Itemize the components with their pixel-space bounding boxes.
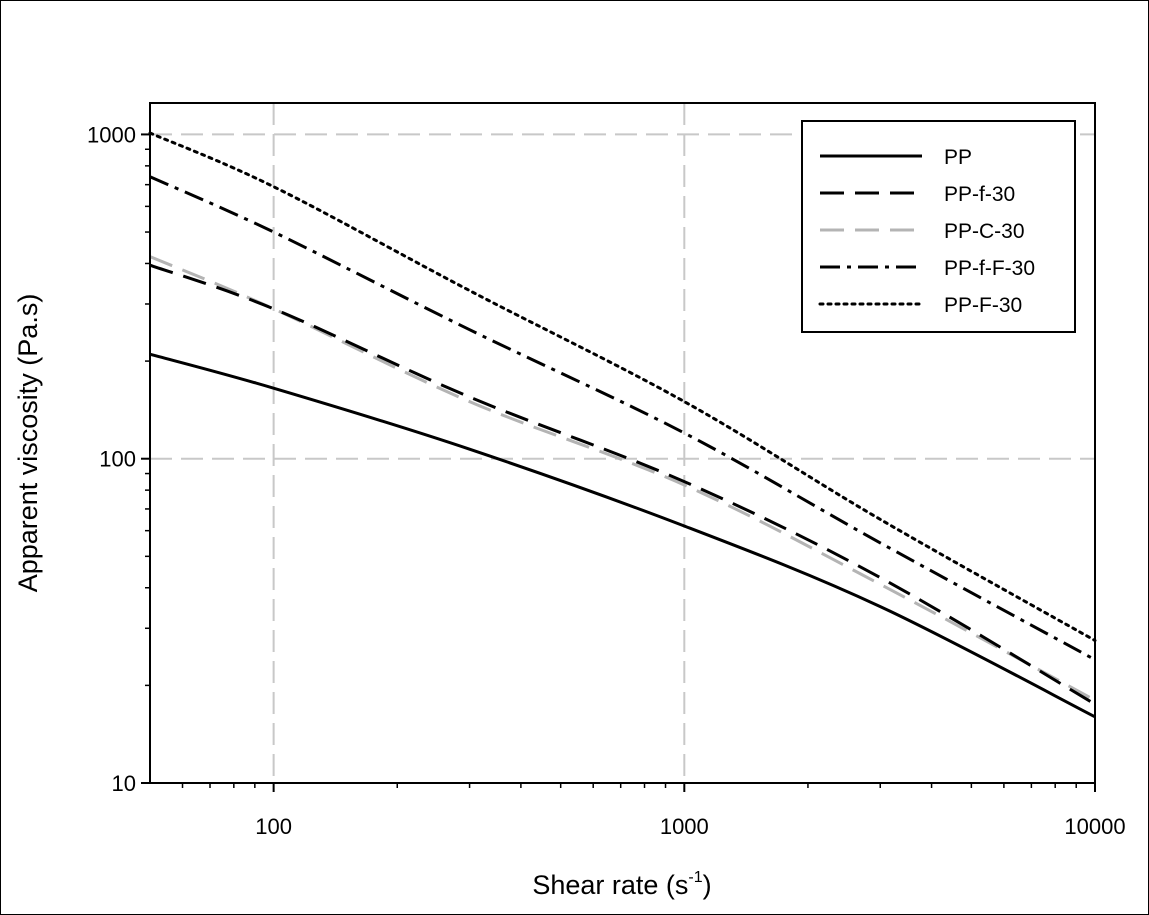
ticks: 100 1000 10000 10 100 1000: [87, 122, 1126, 839]
x-axis-title-exponent: -1: [688, 869, 702, 886]
legend-label: PP-F-30: [944, 294, 1022, 317]
series-line-pp-f-30: [148, 131, 1097, 642]
y-axis-title: Apparent viscosity (Pa.s): [13, 294, 43, 593]
y-tick-label: 100: [99, 447, 136, 472]
series-line-pp-c-30: [149, 255, 1096, 702]
legend: PP PP-f-30 PP-C-30 PP-f-F-30 PP-F-30: [801, 120, 1076, 333]
plot-area: [149, 102, 1096, 784]
x-tick-label: 100: [255, 814, 292, 839]
legend-box: [801, 120, 1076, 333]
series-line-pp: [149, 352, 1096, 719]
y-tick-label: 1000: [87, 122, 136, 147]
grid: [150, 103, 1095, 783]
legend-label: PP-f-30: [944, 183, 1015, 206]
x-axis-title-close: ): [703, 870, 712, 900]
series-lines: [148, 131, 1097, 719]
x-tick-label: 1000: [660, 814, 709, 839]
y-tick-label: 10: [112, 771, 136, 796]
legend-label: PP-C-30: [944, 220, 1025, 243]
legend-label: PP: [944, 146, 972, 169]
x-tick-label: 10000: [1064, 814, 1125, 839]
x-axis-title-text: Shear rate (s: [532, 870, 688, 900]
x-axis-title: Shear rate (s-1): [532, 869, 711, 900]
series-line-pp-f-f-30: [149, 175, 1096, 662]
series-line-pp-f-30: [149, 263, 1096, 706]
legend-label: PP-f-F-30: [944, 257, 1035, 280]
